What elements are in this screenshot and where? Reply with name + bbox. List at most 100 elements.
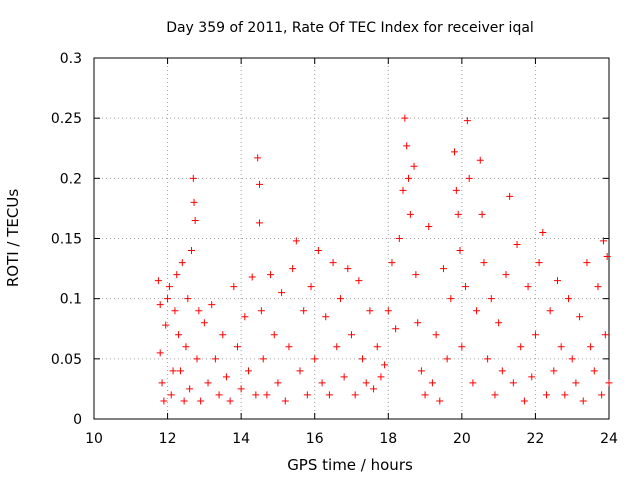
data-point xyxy=(355,277,363,285)
plot-frame xyxy=(93,57,610,420)
data-point xyxy=(184,295,192,303)
data-point xyxy=(417,367,425,375)
data-point xyxy=(601,331,609,339)
data-point xyxy=(303,391,311,399)
y-tick-label: 0.15 xyxy=(51,232,82,248)
data-point xyxy=(399,186,407,194)
data-point xyxy=(256,180,264,188)
data-point xyxy=(344,265,352,273)
data-point xyxy=(189,174,197,182)
x-tick-label: 14 xyxy=(232,431,250,447)
data-point xyxy=(325,391,333,399)
data-point xyxy=(465,174,473,182)
data-point xyxy=(554,277,561,285)
data-point xyxy=(329,259,337,267)
data-point xyxy=(254,154,262,162)
data-point xyxy=(421,391,429,399)
data-point xyxy=(362,379,370,387)
data-point xyxy=(285,343,293,351)
data-point xyxy=(594,283,602,291)
data-point xyxy=(401,114,409,122)
grid-lines xyxy=(94,58,609,419)
data-point xyxy=(491,391,499,399)
data-point xyxy=(432,331,440,339)
data-point xyxy=(583,259,591,267)
data-point xyxy=(156,349,164,357)
data-point xyxy=(498,367,506,375)
data-point xyxy=(195,307,203,315)
data-point xyxy=(333,343,341,351)
data-point xyxy=(590,367,598,375)
data-point xyxy=(528,373,536,381)
data-point xyxy=(524,283,532,291)
data-point xyxy=(414,319,422,327)
data-point xyxy=(222,373,230,381)
data-point xyxy=(173,271,181,279)
y-tick-label: 0.1 xyxy=(60,292,82,308)
y-tick-label: 0.25 xyxy=(51,111,82,127)
data-point xyxy=(187,247,195,255)
data-point xyxy=(451,148,458,156)
data-point xyxy=(281,397,289,405)
data-point xyxy=(576,313,584,321)
data-point xyxy=(388,259,396,267)
x-axis-label: GPS time / hours xyxy=(287,456,413,474)
data-point xyxy=(257,307,265,315)
data-point xyxy=(478,210,486,218)
data-point xyxy=(208,301,216,309)
data-point xyxy=(226,397,234,405)
y-tick-label: 0 xyxy=(73,412,82,428)
data-point xyxy=(412,271,420,279)
data-point xyxy=(539,228,547,236)
data-point xyxy=(182,343,190,351)
data-point xyxy=(463,117,471,125)
x-tick-label: 24 xyxy=(600,431,618,447)
data-point xyxy=(405,174,413,182)
data-point xyxy=(377,373,385,381)
y-tick-label: 0.3 xyxy=(60,51,82,67)
data-point xyxy=(561,391,569,399)
data-point xyxy=(579,397,587,405)
data-point xyxy=(256,219,264,227)
data-point xyxy=(292,237,300,245)
data-point xyxy=(351,391,359,399)
data-point xyxy=(252,391,260,399)
data-point xyxy=(469,379,477,387)
x-tick-label: 18 xyxy=(379,431,397,447)
data-point xyxy=(598,391,606,399)
data-point xyxy=(245,367,252,375)
data-point xyxy=(603,253,611,261)
data-point xyxy=(381,361,389,369)
data-point xyxy=(219,331,227,339)
data-point xyxy=(274,379,282,387)
x-tick-label: 10 xyxy=(85,431,103,447)
data-point xyxy=(348,331,355,339)
data-points xyxy=(154,114,613,405)
data-point xyxy=(318,379,326,387)
y-tick-label: 0.2 xyxy=(60,171,82,187)
data-point xyxy=(259,355,267,363)
data-point xyxy=(169,367,177,375)
data-point xyxy=(473,307,481,315)
data-point xyxy=(186,385,194,393)
data-point xyxy=(190,198,198,206)
data-point xyxy=(154,277,162,285)
data-point xyxy=(289,265,297,273)
data-point xyxy=(458,343,466,351)
data-point xyxy=(340,373,348,381)
data-point xyxy=(311,355,319,363)
data-point xyxy=(605,379,613,387)
x-tick-label: 22 xyxy=(527,431,545,447)
data-point xyxy=(270,331,278,339)
data-point xyxy=(587,343,595,351)
data-point xyxy=(197,397,205,405)
data-point xyxy=(546,307,554,315)
data-point xyxy=(160,397,168,405)
x-tick-label: 12 xyxy=(159,431,177,447)
data-point xyxy=(175,331,183,339)
data-point xyxy=(542,391,550,399)
data-point xyxy=(200,319,208,327)
data-point xyxy=(263,391,271,399)
data-point xyxy=(392,325,400,333)
